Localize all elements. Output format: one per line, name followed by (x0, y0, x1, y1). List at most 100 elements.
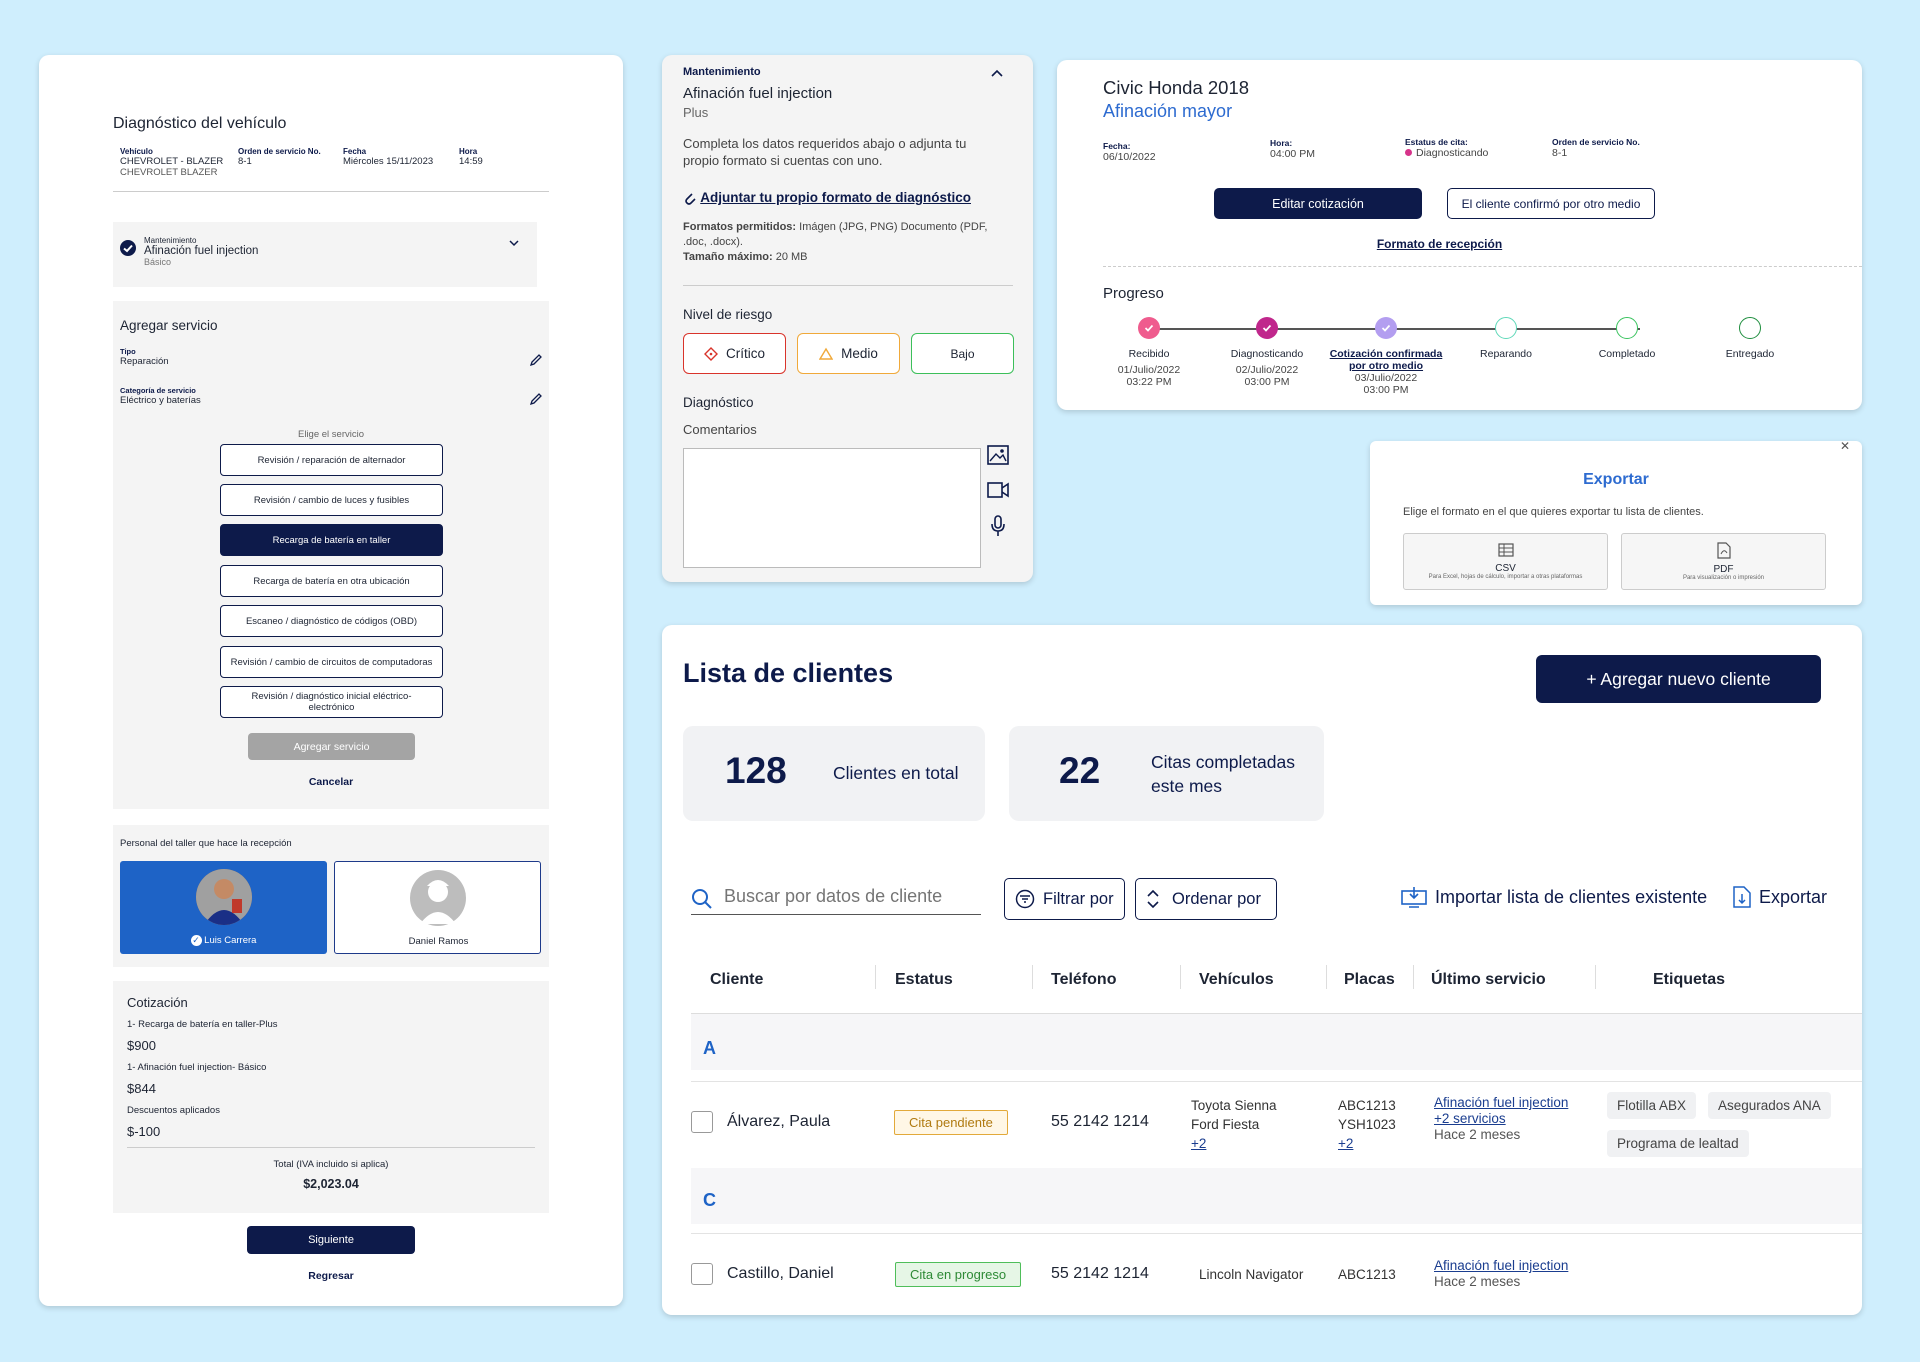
export-description: Elige el formato en el que quieres expor… (1403, 506, 1704, 518)
microphone-icon[interactable] (990, 515, 1006, 542)
status-badge: Cita pendiente (894, 1110, 1008, 1135)
sort-button[interactable]: Ordenar por (1135, 878, 1277, 920)
close-icon[interactable]: ✕ (1840, 441, 1851, 453)
more-vehicles-link[interactable]: +2 (1191, 1136, 1207, 1151)
vehicle-name: Toyota Sienna (1191, 1098, 1277, 1113)
search-field[interactable] (691, 882, 981, 915)
row-checkbox[interactable] (691, 1111, 713, 1133)
column-header-client[interactable]: Cliente (710, 971, 764, 988)
back-link[interactable]: Regresar (308, 1270, 354, 1282)
type-value: Reparación (120, 356, 169, 367)
vehicle-diagnosis-card: Diagnóstico del vehículo Vehículo CHEVRO… (39, 55, 623, 1306)
column-header-plates[interactable]: Placas (1344, 971, 1395, 988)
column-divider (1032, 965, 1033, 989)
row-checkbox[interactable] (691, 1263, 713, 1285)
next-button[interactable]: Siguiente (247, 1226, 415, 1254)
edit-pencil-icon[interactable] (529, 353, 543, 372)
pdf-label: PDF (1713, 564, 1734, 575)
vehicles-cell: Toyota Sienna Ford Fiesta +2 (1191, 1096, 1277, 1153)
quote-line: 1- Recarga de batería en taller-Plus (127, 1019, 278, 1030)
service-option[interactable]: Revisión / cambio de luces y fusibles (220, 484, 443, 516)
risk-medium-button[interactable]: Medio (797, 333, 900, 374)
order-value: 8-1 (1552, 147, 1568, 159)
client-name[interactable]: Castillo, Daniel (727, 1265, 834, 1282)
step-label: Completado (1598, 348, 1656, 360)
vehicle-subvalue: CHEVROLET BLAZER (120, 167, 218, 178)
step-label: Reparando (1480, 348, 1532, 360)
completed-appointments-stat: 22 Citas completadas este mes (1009, 726, 1324, 821)
maintenance-header: Mantenimiento (144, 236, 197, 245)
export-title: Exportar (1583, 471, 1649, 488)
plates-cell: ABC1213 YSH1023 +2 (1338, 1096, 1396, 1153)
staff-card[interactable]: Daniel Ramos (334, 861, 541, 954)
column-header-last-service[interactable]: Último servicio (1431, 971, 1546, 988)
cancel-link[interactable]: Cancelar (308, 776, 354, 788)
chevron-up-icon[interactable] (990, 67, 1004, 86)
comments-textarea[interactable] (683, 448, 981, 568)
service-option[interactable]: Revisión / cambio de circuitos de comput… (220, 646, 443, 678)
service-option[interactable]: Recarga de batería en otra ubicación (220, 565, 443, 597)
risk-title: Nivel de riesgo (683, 307, 773, 322)
client-confirmed-button[interactable]: El cliente confirmó por otro medio (1447, 188, 1655, 219)
csv-label: CSV (1495, 563, 1516, 574)
add-client-button[interactable]: + Agregar nuevo cliente (1536, 655, 1821, 703)
service-link[interactable]: Afinación fuel injection (1434, 1258, 1569, 1273)
edit-pencil-icon[interactable] (529, 392, 543, 411)
client-name[interactable]: Álvarez, Paula (727, 1113, 831, 1130)
service-option[interactable]: Revisión / diagnóstico inicial eléctrico… (220, 686, 443, 718)
more-plates-link[interactable]: +2 (1338, 1136, 1354, 1151)
quotation-title: Cotización (127, 995, 188, 1010)
step-check-icon (1375, 317, 1397, 339)
image-icon[interactable] (987, 445, 1009, 470)
car-title: Civic Honda 2018 (1103, 77, 1250, 98)
tag-chip: Programa de lealtad (1607, 1130, 1749, 1157)
step-label: Entregado (1725, 348, 1775, 360)
video-icon[interactable] (987, 481, 1009, 504)
search-input[interactable] (724, 886, 974, 907)
time-value: 14:59 (459, 156, 483, 167)
export-link[interactable]: Exportar (1733, 886, 1827, 908)
filter-button[interactable]: Filtrar por (1004, 878, 1125, 920)
step-label-link[interactable]: Cotización confirmada por otro medio (1329, 348, 1443, 372)
progress-title: Progreso (1103, 285, 1164, 302)
time-header: Hora (459, 147, 478, 156)
column-header-tags[interactable]: Etiquetas (1653, 971, 1726, 988)
import-link[interactable]: Importar lista de clientes existente (1401, 886, 1707, 908)
add-service-title: Agregar servicio (120, 318, 218, 333)
divider (1103, 266, 1862, 267)
column-header-phone[interactable]: Teléfono (1051, 971, 1117, 988)
risk-critical-button[interactable]: Crítico (683, 333, 786, 374)
avatar (196, 869, 252, 925)
edit-quote-button[interactable]: Editar cotización (1214, 188, 1422, 219)
category-value: Eléctrico y baterías (120, 395, 201, 406)
service-option-selected[interactable]: Recarga de batería en taller (220, 524, 443, 556)
export-csv-option[interactable]: CSV Para Excel, hojas de cálculo, import… (1403, 533, 1608, 590)
attach-link[interactable]: Adjuntar tu propio formato de diagnóstic… (683, 190, 971, 206)
service-option[interactable]: Escaneo / diagnóstico de códigos (OBD) (220, 605, 443, 637)
comments-label: Comentarios (683, 422, 757, 437)
order-info: Orden de servicio No. 8-1 (238, 147, 321, 167)
date-info: Fecha Miércoles 15/11/2023 (343, 147, 433, 167)
export-pdf-option[interactable]: PDF Para visualización o impresión (1621, 533, 1826, 590)
staff-card-selected[interactable]: ✓ Luis Carrera (120, 861, 327, 954)
page-title: Lista de clientes (683, 658, 894, 688)
maintenance-diagnosis-card: Mantenimiento Afinación fuel injection P… (662, 55, 1033, 582)
more-services-link[interactable]: +2 servicios (1434, 1111, 1506, 1126)
reception-format-link[interactable]: Formato de recepción (1376, 237, 1503, 251)
maintenance-name: Afinación fuel injection (144, 245, 259, 257)
column-header-status[interactable]: Estatus (895, 971, 953, 988)
column-header-vehicles[interactable]: Vehículos (1199, 971, 1274, 988)
add-service-button[interactable]: Agregar servicio (248, 733, 415, 760)
service-option[interactable]: Revisión / reparación de alternador (220, 444, 443, 476)
step-label: Diagnosticando (1230, 348, 1304, 360)
risk-low-button[interactable]: Bajo (911, 333, 1014, 374)
quotation-panel: Cotización 1- Recarga de batería en tall… (113, 981, 549, 1213)
chevron-down-icon[interactable] (508, 236, 520, 254)
service-link[interactable]: Afinación fuel injection (1434, 1095, 1569, 1110)
column-divider (1595, 965, 1596, 989)
staff-name: Luis Carrera (204, 935, 257, 947)
maintenance-accordion[interactable]: Mantenimiento Afinación fuel injection B… (113, 222, 537, 287)
stat-number: 128 (725, 750, 787, 791)
search-icon (692, 889, 712, 909)
category-header: Categoría de servicio (120, 386, 196, 395)
